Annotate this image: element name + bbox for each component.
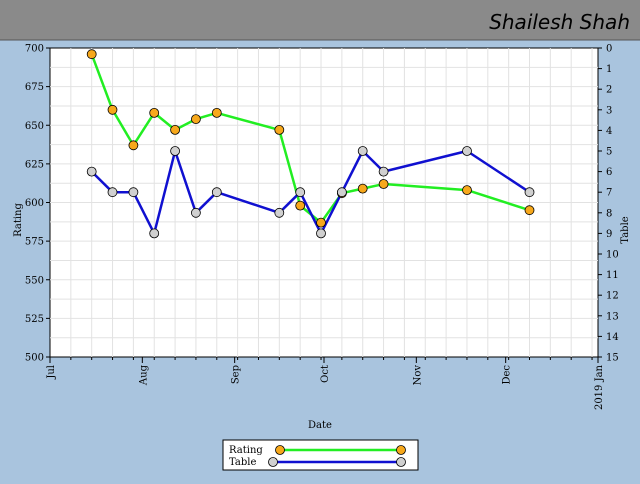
- legend-label-table: Table: [229, 457, 256, 468]
- legend-marker-table-start: [268, 457, 278, 467]
- legend-marker-table-end: [396, 457, 406, 467]
- data-point-rating: [316, 217, 326, 228]
- y-tick-label: 675: [25, 82, 44, 93]
- data-point-table: [149, 228, 160, 239]
- data-point-rating: [211, 108, 222, 118]
- data-point-rating: [170, 124, 181, 135]
- y2-tick-label: 14: [606, 332, 619, 343]
- data-point-table: [274, 207, 285, 218]
- y-tick-label: 700: [25, 44, 44, 55]
- y-tick-label: 575: [25, 237, 44, 248]
- legend-box: [222, 439, 419, 471]
- y2-tick-label: 15: [606, 353, 619, 364]
- data-point-table: [524, 187, 535, 198]
- data-point-rating: [149, 108, 160, 118]
- x-tick-label: Nov: [412, 365, 423, 386]
- data-point-table: [211, 187, 222, 198]
- data-point-rating: [378, 179, 389, 189]
- y2-tick-label: 7: [606, 188, 612, 199]
- y2-tick-label: 4: [606, 126, 612, 137]
- legend-label-rating: Rating: [229, 445, 263, 456]
- x-tick-label: Dec: [502, 365, 513, 385]
- y2-axis-label: Table: [620, 216, 631, 243]
- y-tick-label: 500: [25, 353, 44, 364]
- data-point-rating: [128, 140, 139, 151]
- y2-tick-label: 13: [606, 311, 619, 322]
- chart-title: Shailesh Shah: [489, 10, 630, 34]
- data-point-table: [378, 166, 389, 177]
- y2-tick-label: 1: [606, 64, 612, 75]
- y2-tick-label: 6: [606, 167, 612, 178]
- x-tick-label: Aug: [138, 364, 149, 386]
- data-point-table: [190, 207, 201, 218]
- data-point-rating: [295, 200, 306, 211]
- x-tick-label: 2019 Jan: [594, 364, 605, 410]
- data-point-table: [107, 187, 118, 198]
- data-point-table: [170, 146, 181, 156]
- x-tick-label: Sep: [231, 365, 242, 384]
- legend-marker-rating-end: [396, 445, 406, 455]
- y2-tick-label: 8: [606, 208, 612, 219]
- y-tick-label: 650: [25, 121, 44, 132]
- data-point-rating: [107, 104, 118, 115]
- data-point-rating: [86, 49, 97, 60]
- x-tick-label: Jul: [46, 365, 57, 380]
- series-layer: [86, 49, 535, 239]
- y-tick-label: 600: [25, 198, 44, 209]
- y2-tick-label: 0: [606, 44, 612, 55]
- data-point-table: [86, 166, 97, 177]
- data-point-table: [295, 187, 306, 198]
- y2-tick-label: 12: [606, 291, 619, 302]
- data-point-rating: [274, 124, 285, 135]
- legend-marker-rating-start: [275, 445, 285, 455]
- data-point-table: [336, 187, 347, 198]
- data-point-table: [316, 228, 326, 239]
- y2-tick-label: 9: [606, 229, 612, 240]
- y-tick-label: 550: [25, 275, 44, 286]
- data-point-rating: [524, 205, 535, 216]
- x-axis-label: Date: [308, 420, 332, 431]
- data-point-table: [128, 187, 139, 198]
- data-point-rating: [190, 114, 201, 124]
- y2-tick-label: 10: [606, 250, 619, 261]
- data-point-rating: [357, 183, 368, 194]
- y-axis-label: Rating: [13, 203, 24, 237]
- header-bar: [0, 0, 640, 40]
- y-tick-label: 625: [25, 159, 44, 170]
- x-tick-label: Oct: [320, 365, 331, 383]
- legend: Rating Table: [222, 439, 419, 471]
- y2-tick-label: 2: [606, 85, 612, 96]
- data-point-rating: [462, 185, 472, 196]
- y2-tick-label: 11: [606, 270, 619, 281]
- data-point-table: [357, 146, 368, 156]
- y-tick-label: 525: [25, 314, 44, 325]
- y2-tick-label: 3: [606, 105, 612, 116]
- data-point-table: [462, 146, 472, 156]
- y2-tick-label: 5: [606, 147, 612, 158]
